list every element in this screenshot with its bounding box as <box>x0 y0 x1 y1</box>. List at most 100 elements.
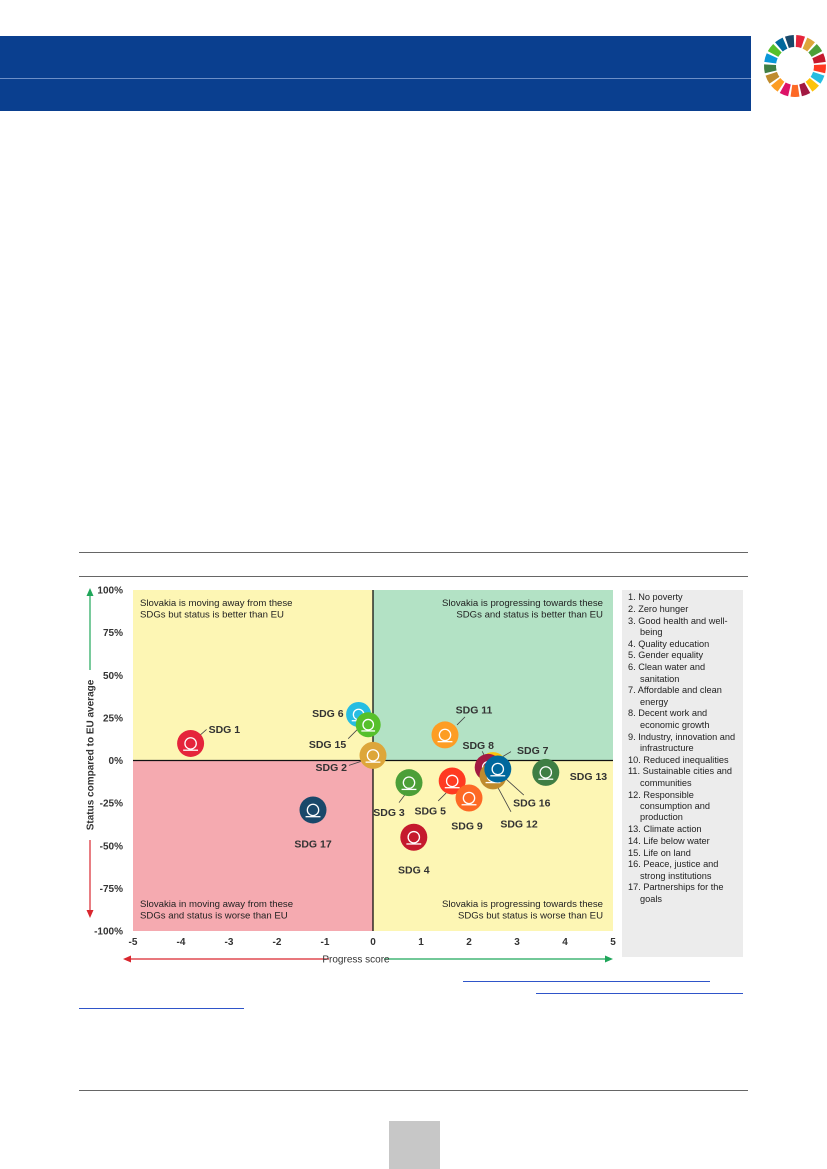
y-tick-label: 25% <box>103 713 123 724</box>
book-icon <box>406 830 422 845</box>
y-arrow-positive-head <box>86 588 94 596</box>
quadrant-caption-bottom-left: Slovakia in moving away from these SDGs a… <box>140 899 293 922</box>
legend-item: 3. Good health and well-being <box>628 615 728 637</box>
legend-item: 7. Affordable and clean energy <box>628 685 722 707</box>
point-leader-line <box>496 785 512 813</box>
legend-item: 2. Zero hunger <box>628 603 689 614</box>
x-tick-label: 0 <box>370 937 376 948</box>
header-band <box>0 36 751 78</box>
x-tick-label: 2 <box>466 937 472 948</box>
point-leader-line <box>347 728 359 739</box>
data-point-sdg-6: SDG 6 <box>312 701 372 727</box>
y-tick-label: -25% <box>100 799 123 810</box>
sdg-wheel-logo <box>764 35 826 97</box>
page-number-box <box>389 1121 440 1169</box>
legend-item: 6. Clean water and sanitation <box>628 662 706 684</box>
heartbeat-icon <box>401 776 417 791</box>
point-marker <box>177 729 205 757</box>
data-point-sdg-4: SDG 4 <box>398 823 430 877</box>
flower-icon <box>305 803 321 818</box>
point-marker <box>400 823 428 851</box>
point-leader-line <box>348 761 362 766</box>
sdg-wheel-segment <box>805 78 819 92</box>
sdg-wheel-segment <box>764 64 777 74</box>
cubes-icon <box>461 791 477 806</box>
point-label: SDG 2 <box>315 762 347 774</box>
y-axis-label: Status compared to EU average <box>86 679 97 830</box>
sdg-wheel-segment <box>802 37 815 52</box>
point-label: SDG 1 <box>209 724 241 736</box>
point-label: SDG 16 <box>513 798 551 810</box>
point-label: SDG 8 <box>462 740 494 752</box>
y-tick-label: 100% <box>97 586 123 597</box>
point-label: SDG 4 <box>398 865 430 877</box>
y-tick-label: -50% <box>100 841 123 852</box>
x-arrow-negative-head <box>123 955 131 963</box>
point-marker <box>484 755 512 783</box>
legend-item: 15. Life on land <box>628 847 691 858</box>
data-point-sdg-2: SDG 2 <box>315 741 387 774</box>
legend-item: 13. Climate action <box>628 823 702 834</box>
legend-item: 4. Quality education <box>628 638 710 649</box>
x-tick-label: 1 <box>418 937 424 948</box>
figure-top-rule <box>79 552 748 553</box>
source-link-2[interactable] <box>536 993 743 994</box>
point-marker <box>532 758 560 786</box>
source-link-1[interactable] <box>463 981 710 982</box>
legend-item: 17. Partnerships for the goals <box>628 882 724 904</box>
data-point-sdg-13: SDG 13 <box>532 758 608 786</box>
x-tick-label: 4 <box>562 937 568 948</box>
point-marker <box>455 784 483 812</box>
data-point-sdg-1: SDG 1 <box>177 724 240 757</box>
sdg-wheel-segment <box>764 53 778 64</box>
y-tick-label: -100% <box>94 927 123 938</box>
point-leader-line <box>456 716 466 726</box>
point-label: SDG 13 <box>570 771 608 783</box>
y-tick-label: -75% <box>100 884 123 895</box>
sdg-wheel-segment <box>810 71 825 84</box>
sdg-wheel-segment <box>767 43 782 57</box>
point-label: SDG 6 <box>312 708 344 720</box>
legend-item: 16. Peace, justice and strong institutio… <box>628 859 719 881</box>
sdg-legend: 1. No poverty 2. Zero hunger 3. Good healt… <box>622 590 743 957</box>
x-tick-label: 5 <box>610 937 616 948</box>
point-marker <box>355 712 381 738</box>
data-point-sdg-9: SDG 9 <box>451 784 483 833</box>
data-point-sdg-3: SDG 3 <box>373 769 423 819</box>
point-leader-line <box>437 792 447 802</box>
y-tick-label: 0% <box>109 756 124 767</box>
data-point-sdg-17: SDG 17 <box>294 796 332 850</box>
people-icon <box>183 737 199 751</box>
header-band-divider <box>0 78 751 79</box>
point-marker <box>395 769 423 797</box>
sdg-progress-chart: Slovakia is moving away from these SDGs b… <box>86 586 617 966</box>
tree-icon <box>361 718 376 732</box>
point-label: SDG 17 <box>294 838 332 850</box>
point-label: SDG 9 <box>451 821 483 833</box>
data-point-sdg-15: SDG 15 <box>309 712 381 751</box>
point-label: SDG 15 <box>309 739 347 751</box>
x-tick-label: -2 <box>273 937 282 948</box>
point-marker <box>431 721 459 749</box>
quadrant-top-left <box>133 590 373 761</box>
sdg-wheel-segment <box>799 82 811 97</box>
quadrant-caption-top-left: Slovakia is moving away from these SDGs b… <box>140 598 293 621</box>
source-link-2-continued[interactable] <box>79 1008 244 1009</box>
x-tick-label: -5 <box>129 937 138 948</box>
figure-caption-rule <box>79 576 748 577</box>
sdg-wheel-segment <box>771 78 785 92</box>
point-label: SDG 3 <box>373 807 405 819</box>
quadrant-top-right <box>373 590 613 761</box>
footer-rule <box>79 1090 748 1091</box>
data-point-sdg-16: SDG 16 <box>484 755 551 810</box>
legend-item: 1. No poverty <box>628 592 683 602</box>
sdg-wheel-segment <box>795 35 806 49</box>
x-tick-label: -3 <box>225 937 234 948</box>
sdg-wheel-segment <box>790 84 800 97</box>
point-marker <box>299 796 327 824</box>
point-label: SDG 7 <box>517 745 549 757</box>
buildings-icon <box>437 728 453 743</box>
legend-item: 8. Decent work and economic growth <box>628 708 710 730</box>
point-label: SDG 11 <box>456 704 493 716</box>
legend-item: 14. Life below water <box>628 835 710 846</box>
